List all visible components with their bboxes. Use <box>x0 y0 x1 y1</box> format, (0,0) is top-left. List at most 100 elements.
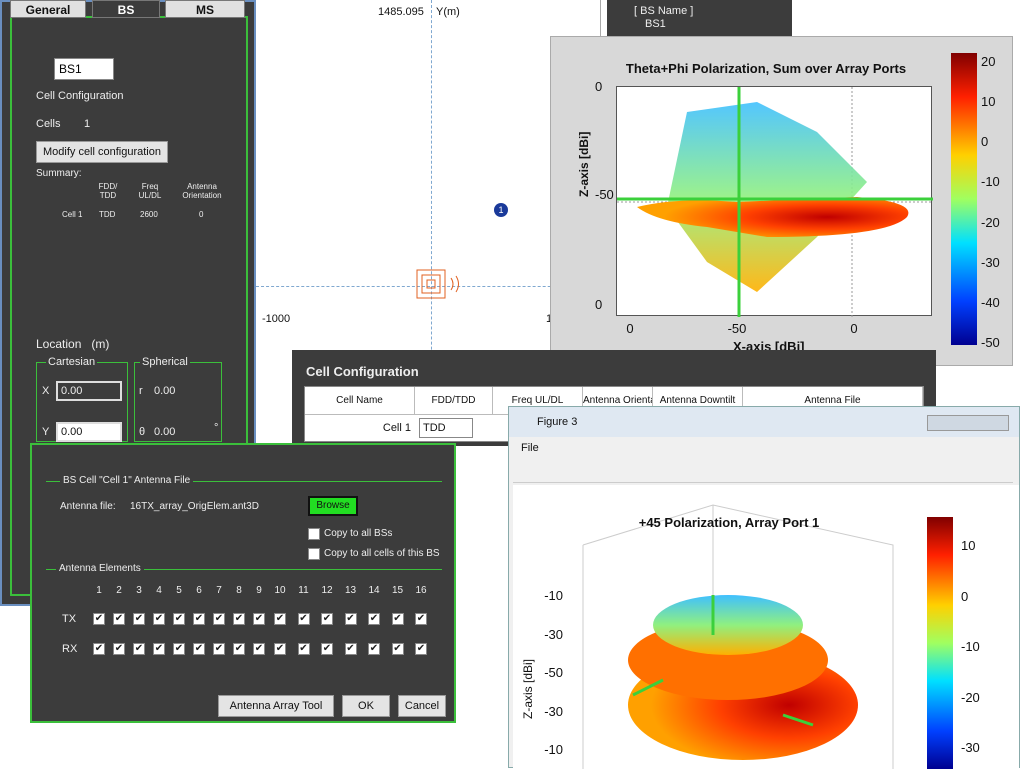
label: Antenna file: <box>60 501 116 512</box>
bs-dropdown[interactable]: BS1 <box>54 58 114 80</box>
colorbar <box>951 53 977 345</box>
checkbox[interactable]: ✔ <box>113 643 125 655</box>
element-number: 14 <box>368 585 380 596</box>
checkbox[interactable]: ✔ <box>297 613 310 625</box>
axis-label: Y(m) <box>436 6 460 18</box>
colorbar-label: 10 <box>981 94 996 110</box>
element-number: 2 <box>116 585 122 596</box>
element-number: 15 <box>391 585 404 596</box>
label: Copy to all BSs <box>324 528 393 539</box>
input[interactable]: 0.00 <box>56 381 122 401</box>
colorbar-label: -20 <box>981 214 1000 230</box>
figure-window: Theta+Phi Polarization, Sum over Array P… <box>550 36 1013 366</box>
group <box>134 362 222 442</box>
element-number: 13 <box>344 585 357 596</box>
unit: ° <box>214 422 219 434</box>
y-axis-label: Z-axis [dBi] <box>577 131 591 197</box>
label: Cells <box>36 118 61 130</box>
checkbox[interactable]: ✔ <box>133 643 145 655</box>
value: 1 <box>84 118 91 130</box>
z-tick-label: -10 <box>544 742 563 757</box>
label: Y <box>42 426 50 438</box>
element-number: 7 <box>216 585 222 596</box>
list-item[interactable]: BS1 <box>645 18 666 30</box>
checkbox[interactable]: ✔ <box>297 643 310 655</box>
checkbox[interactable]: ✔ <box>415 613 427 625</box>
checkbox[interactable] <box>308 528 320 540</box>
group-label: BS Cell "Cell 1" Antenna File <box>60 475 194 486</box>
label: Copy to all cells of this BS <box>324 548 440 559</box>
checkbox[interactable]: ✔ <box>344 613 357 625</box>
checkbox[interactable]: ✔ <box>93 643 105 655</box>
value: 0.00 <box>154 426 176 438</box>
checkbox[interactable]: ✔ <box>368 643 380 655</box>
checkbox[interactable]: ✔ <box>113 613 125 625</box>
checkbox[interactable]: ✔ <box>344 643 357 655</box>
cell: Cell 1 <box>382 422 411 434</box>
colorbar-label: -30 <box>981 254 1000 270</box>
colorbar-label: -40 <box>981 294 1000 310</box>
element-number: 11 <box>298 585 309 596</box>
antenna-dialog: BS Cell "Cell 1" Antenna File Antenna fi… <box>30 443 456 723</box>
checkbox[interactable]: ✔ <box>213 613 225 625</box>
colorbar-label: 0 <box>981 134 989 150</box>
plot-title: Theta+Phi Polarization, Sum over Array P… <box>625 61 907 76</box>
checkbox[interactable]: ✔ <box>391 643 404 655</box>
axis-min: -1000 <box>262 313 291 325</box>
checkbox[interactable]: ✔ <box>274 613 286 625</box>
label: θ <box>139 426 146 438</box>
browse-button[interactable]: Browse <box>308 496 358 516</box>
label: Location (m) <box>36 337 110 351</box>
checkbox[interactable]: ✔ <box>193 613 205 625</box>
checkbox[interactable]: ✔ <box>233 613 245 625</box>
bs-marker[interactable]: 1 <box>494 203 508 217</box>
z-tick-label: -30 <box>544 703 563 719</box>
checkbox[interactable]: ✔ <box>133 613 145 625</box>
checkbox[interactable]: ✔ <box>213 643 225 655</box>
checkbox[interactable] <box>308 548 320 560</box>
input[interactable]: 0.00 <box>56 422 122 442</box>
figure3-window: Figure 3 File +45 Polarization, Array Po… <box>508 406 1020 769</box>
tab[interactable]: General <box>10 0 86 18</box>
checkbox[interactable]: ✔ <box>321 643 333 655</box>
checkbox[interactable]: ✔ <box>415 643 427 655</box>
label: X <box>42 385 50 397</box>
button[interactable]: OK <box>342 695 390 717</box>
checkbox[interactable]: ✔ <box>274 643 286 655</box>
value: 0.00 <box>154 385 176 397</box>
menu-item[interactable]: File <box>521 442 539 454</box>
colorbar-label: -10 <box>981 174 1000 190</box>
checkbox[interactable]: ✔ <box>93 613 105 625</box>
checkbox[interactable]: ✔ <box>173 643 185 655</box>
checkbox[interactable]: ✔ <box>368 613 380 625</box>
checkbox[interactable]: ✔ <box>253 613 265 625</box>
x-tick-label: 0 <box>850 321 858 336</box>
checkbox[interactable]: ✔ <box>153 613 165 625</box>
tab[interactable]: BS <box>92 0 160 18</box>
antenna-icon <box>416 269 459 299</box>
button[interactable]: Cancel <box>398 695 446 717</box>
dropdown[interactable]: TDD <box>419 418 473 438</box>
element-number: 5 <box>176 585 182 596</box>
checkbox[interactable]: ✔ <box>391 613 404 625</box>
checkbox[interactable]: ✔ <box>253 643 265 655</box>
colorbar-label: 10 <box>961 538 976 553</box>
checkbox[interactable]: ✔ <box>153 643 165 655</box>
checkbox[interactable]: ✔ <box>321 613 333 625</box>
window-controls[interactable] <box>927 415 1009 431</box>
checkbox[interactable]: ✔ <box>193 643 205 655</box>
colorbar-label: 0 <box>961 588 969 604</box>
3d-pattern <box>582 504 894 769</box>
button[interactable]: Modify cell configuration <box>36 141 168 163</box>
cell: 0 <box>199 210 204 219</box>
checkbox[interactable]: ✔ <box>233 643 245 655</box>
axis-max: 1485.095 <box>378 6 424 18</box>
colorbar-label: -50 <box>981 335 1000 350</box>
z-tick-label: -10 <box>544 588 563 603</box>
colorbar-label: 20 <box>981 54 996 69</box>
button[interactable]: Antenna Array Tool <box>218 695 334 717</box>
tab[interactable]: MS <box>165 0 245 18</box>
checkbox[interactable]: ✔ <box>173 613 185 625</box>
z-tick-label: -50 <box>544 665 563 680</box>
